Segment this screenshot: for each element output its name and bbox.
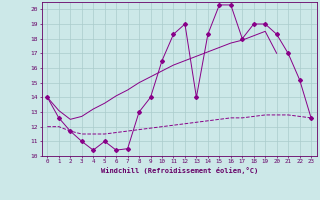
X-axis label: Windchill (Refroidissement éolien,°C): Windchill (Refroidissement éolien,°C) — [100, 167, 258, 174]
